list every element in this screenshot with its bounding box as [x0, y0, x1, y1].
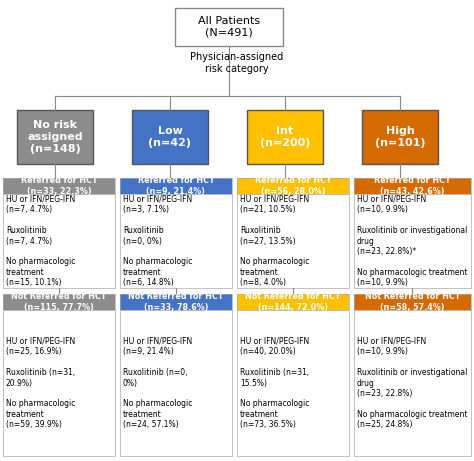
- Text: Low
(n=42): Low (n=42): [148, 126, 191, 148]
- Text: HU or IFN/PEG-IFN
(n=9, 21.4%)

Ruxolitinib (n=0,
0%)

No pharmacologic
treatmen: HU or IFN/PEG-IFN (n=9, 21.4%) Ruxolitin…: [123, 337, 192, 429]
- Text: High
(n=101): High (n=101): [375, 126, 425, 148]
- Text: HU or IFN/PEG-IFN
(n=10, 9.9%)

Ruxolitinib or investigational
drug
(n=23, 22.8%: HU or IFN/PEG-IFN (n=10, 9.9%) Ruxolitin…: [357, 195, 467, 287]
- FancyBboxPatch shape: [120, 294, 232, 310]
- FancyBboxPatch shape: [3, 194, 115, 288]
- FancyBboxPatch shape: [237, 294, 349, 310]
- Text: Not Referred for HCT
(n=144, 72.0%): Not Referred for HCT (n=144, 72.0%): [246, 292, 341, 312]
- Text: All Patients
(N=491): All Patients (N=491): [198, 16, 260, 38]
- Text: Physician-assigned
risk category: Physician-assigned risk category: [191, 52, 283, 74]
- FancyBboxPatch shape: [17, 110, 93, 164]
- FancyBboxPatch shape: [362, 110, 438, 164]
- Text: Not Referred for HCT
(n=33, 78.6%): Not Referred for HCT (n=33, 78.6%): [128, 292, 224, 312]
- FancyBboxPatch shape: [247, 110, 323, 164]
- FancyBboxPatch shape: [132, 110, 208, 164]
- Text: Not Referred for HCT
(n=58, 57.4%): Not Referred for HCT (n=58, 57.4%): [365, 292, 460, 312]
- Text: Referred for HCT
(n=43, 42.6%): Referred for HCT (n=43, 42.6%): [374, 176, 451, 196]
- Text: HU or IFN/PEG-IFN
(n=40, 20.0%)

Ruxolitinib (n=31,
15.5%)

No pharmacologic
tre: HU or IFN/PEG-IFN (n=40, 20.0%) Ruxoliti…: [240, 337, 310, 429]
- FancyBboxPatch shape: [3, 310, 115, 456]
- FancyBboxPatch shape: [3, 178, 115, 194]
- FancyBboxPatch shape: [3, 294, 115, 310]
- FancyBboxPatch shape: [237, 310, 349, 456]
- Text: Not Referred for HCT
(n=115, 77.7%): Not Referred for HCT (n=115, 77.7%): [11, 292, 107, 312]
- Text: Referred for HCT
(n=9, 21.4%): Referred for HCT (n=9, 21.4%): [137, 176, 214, 196]
- FancyBboxPatch shape: [354, 194, 471, 288]
- Text: No risk
assigned
(n=148): No risk assigned (n=148): [27, 120, 83, 154]
- FancyBboxPatch shape: [354, 178, 471, 194]
- Text: Referred for HCT
(n=33, 22.3%): Referred for HCT (n=33, 22.3%): [21, 176, 97, 196]
- Text: HU or IFN/PEG-IFN
(n=21, 10.5%)

Ruxolitinib
(n=27, 13.5%)

No pharmacologic
tre: HU or IFN/PEG-IFN (n=21, 10.5%) Ruxoliti…: [240, 195, 310, 287]
- Text: HU or IFN/PEG-IFN
(n=3, 7.1%)

Ruxolitinib
(n=0, 0%)

No pharmacologic
treatment: HU or IFN/PEG-IFN (n=3, 7.1%) Ruxolitini…: [123, 195, 192, 287]
- Text: HU or IFN/PEG-IFN
(n=10, 9.9%)

Ruxolitinib or investigational
drug
(n=23, 22.8%: HU or IFN/PEG-IFN (n=10, 9.9%) Ruxolitin…: [357, 337, 467, 429]
- FancyBboxPatch shape: [237, 194, 349, 288]
- FancyBboxPatch shape: [175, 8, 283, 46]
- FancyBboxPatch shape: [120, 310, 232, 456]
- FancyBboxPatch shape: [120, 194, 232, 288]
- Text: HU or IFN/PEG-IFN
(n=7, 4.7%)

Ruxolitinib
(n=7, 4.7%)

No pharmacologic
treatme: HU or IFN/PEG-IFN (n=7, 4.7%) Ruxolitini…: [6, 195, 75, 287]
- Text: HU or IFN/PEG-IFN
(n=25, 16.9%)

Ruxolitinib (n=31,
20.9%)

No pharmacologic
tre: HU or IFN/PEG-IFN (n=25, 16.9%) Ruxoliti…: [6, 337, 75, 429]
- Text: Referred for HCT
(n=56, 28.0%): Referred for HCT (n=56, 28.0%): [255, 176, 331, 196]
- Text: Int
(n=200): Int (n=200): [260, 126, 310, 148]
- FancyBboxPatch shape: [354, 294, 471, 310]
- FancyBboxPatch shape: [354, 310, 471, 456]
- FancyBboxPatch shape: [237, 178, 349, 194]
- FancyBboxPatch shape: [120, 178, 232, 194]
